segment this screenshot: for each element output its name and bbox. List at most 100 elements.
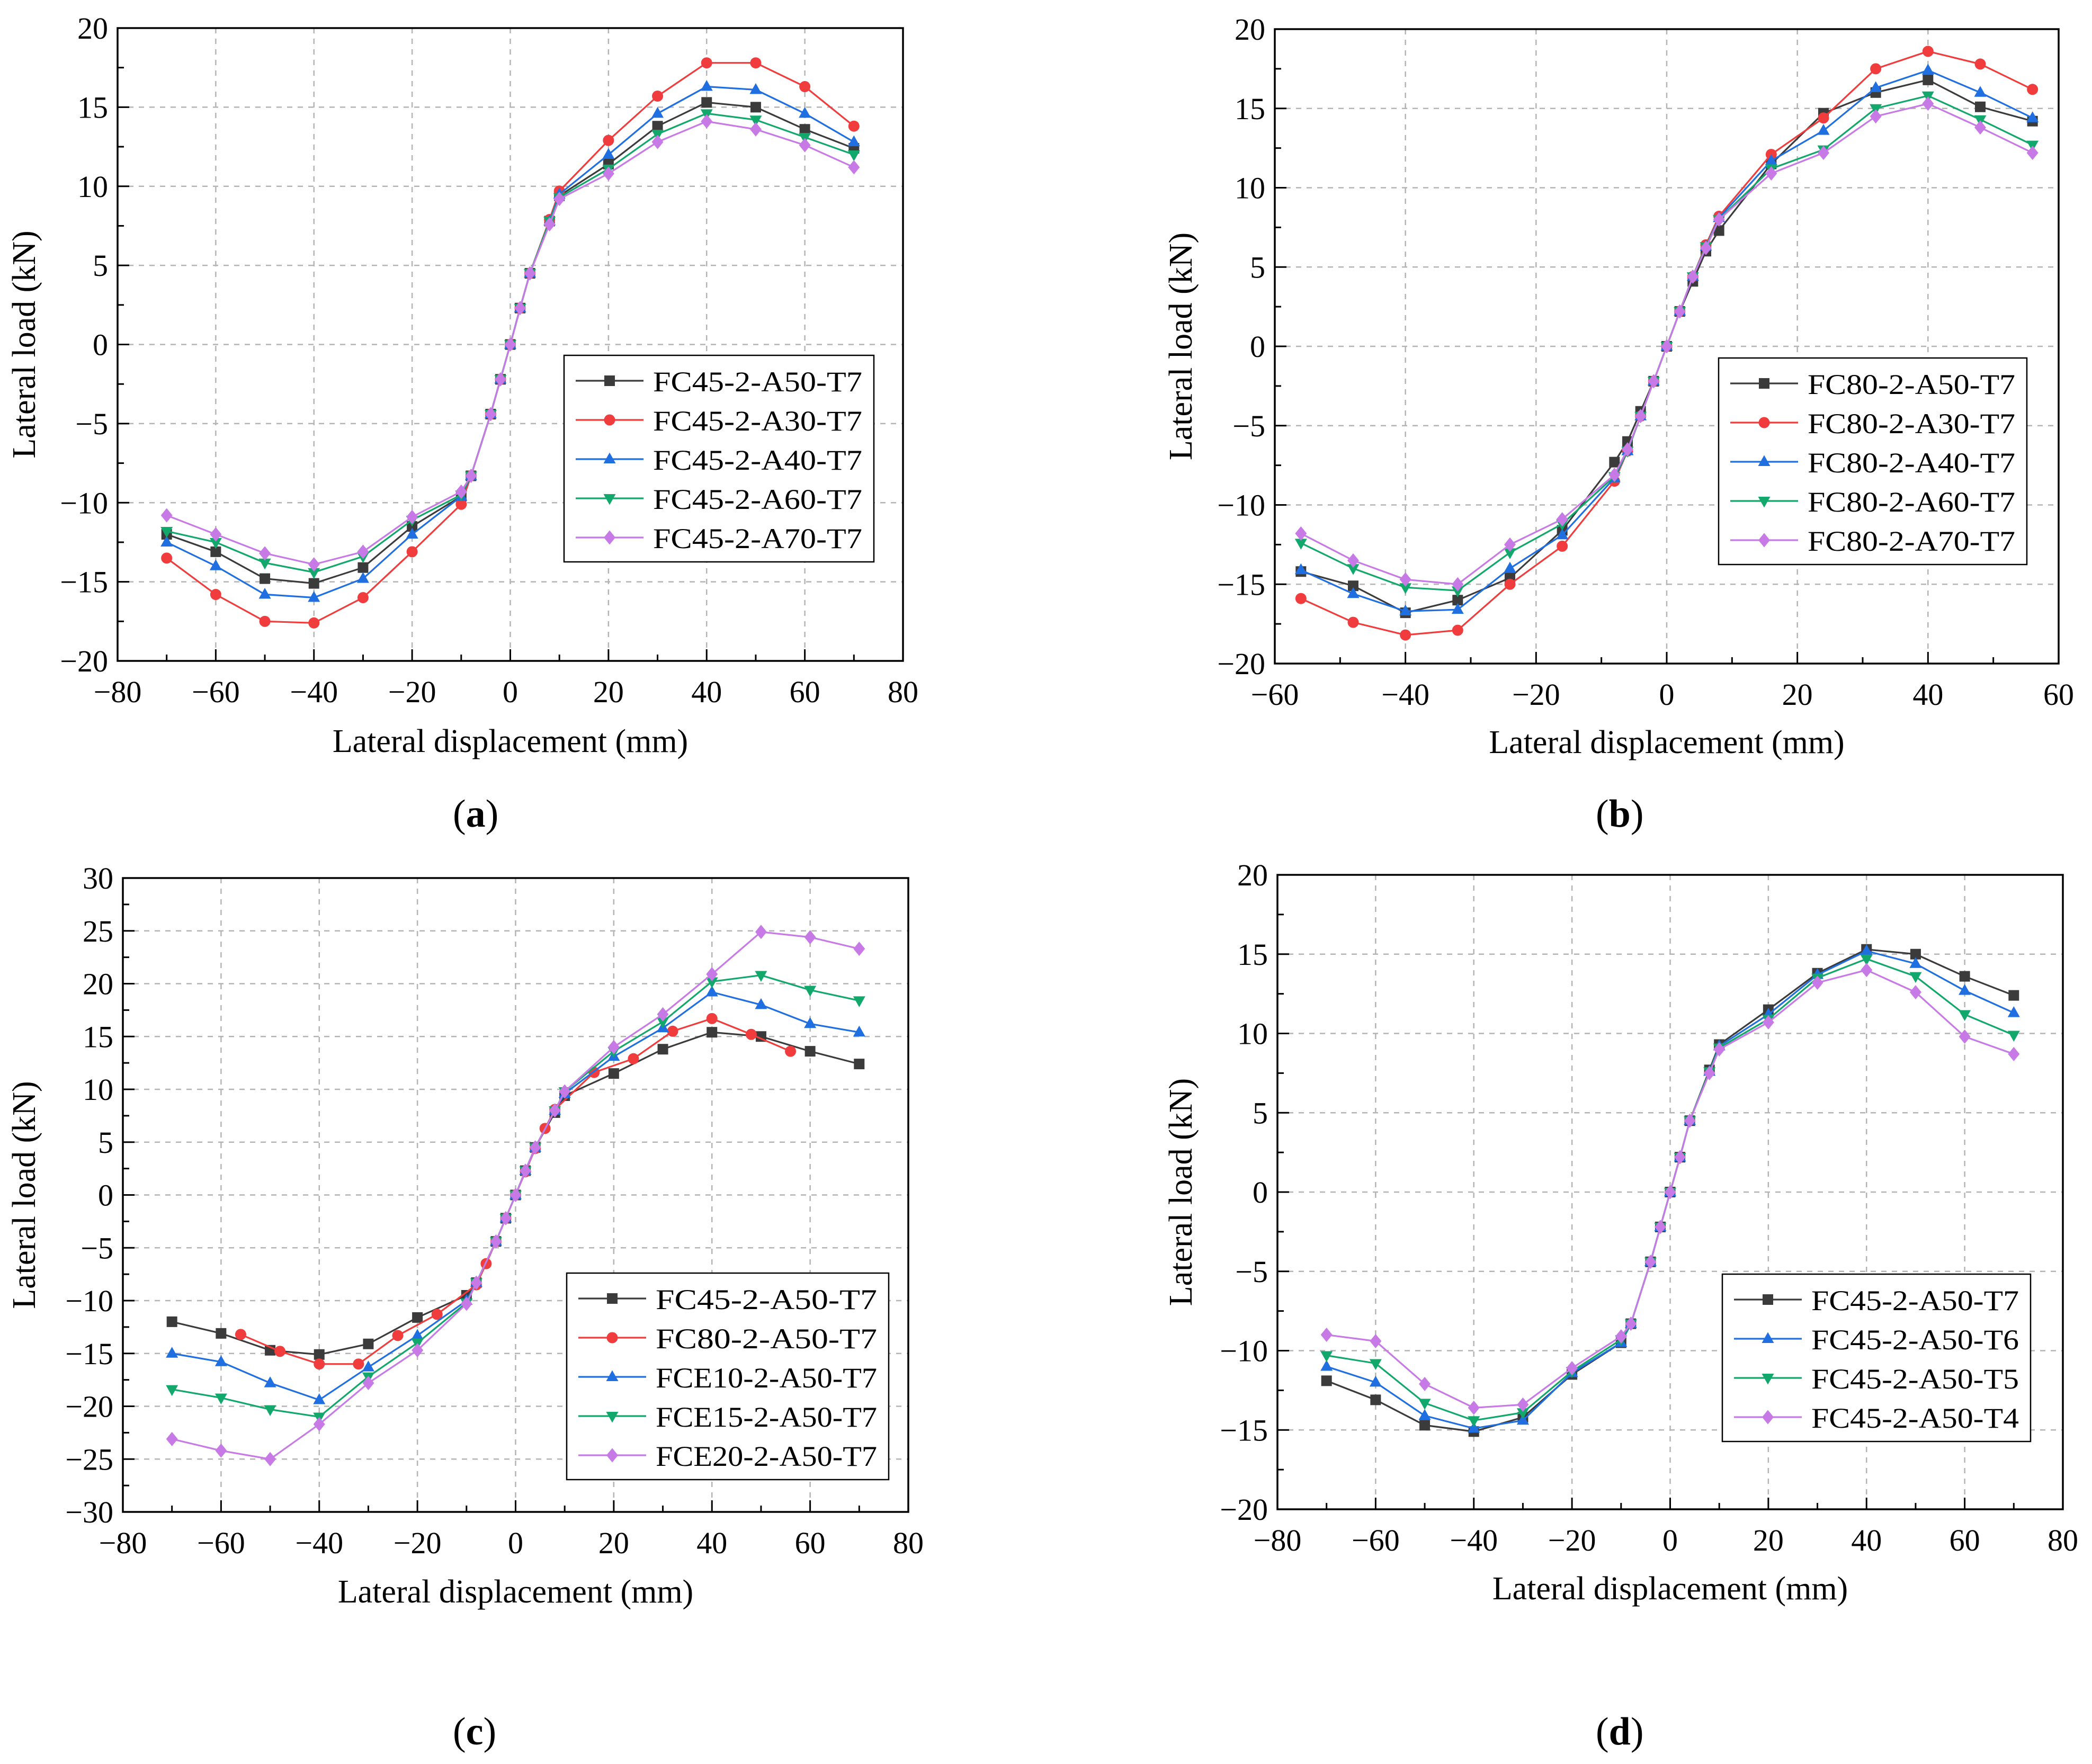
data-point: [455, 498, 467, 510]
y-tick-label: −5: [1232, 409, 1265, 443]
data-point: [1661, 339, 1673, 354]
data-point: [853, 1025, 865, 1037]
data-point: [216, 1328, 227, 1339]
data-point: [651, 135, 664, 149]
data-point: [1504, 548, 1516, 559]
x-tick-label: −80: [1254, 1523, 1302, 1557]
x-tick-label: −40: [1381, 677, 1429, 712]
data-point: [651, 106, 664, 118]
data-point: [1399, 583, 1412, 594]
data-point: [755, 998, 767, 1009]
legend-label: FC80-2-A50-T7: [656, 1323, 877, 1355]
legend-marker: [604, 530, 615, 545]
data-point: [1468, 1416, 1480, 1427]
data-point: [215, 1443, 227, 1458]
legend-marker: [606, 1448, 618, 1463]
data-point: [160, 508, 173, 523]
y-tick-label: 5: [93, 248, 108, 283]
chart-b: −60 −40 −20 0 20 40 60 −20 −15 −10 −5 0 5 10 15 20 Later…: [1163, 12, 2074, 760]
data-point: [1687, 269, 1699, 284]
plot-frame: [1274, 28, 2060, 665]
data-point: [1399, 572, 1411, 587]
data-point: [2026, 111, 2039, 122]
data-point: [750, 57, 762, 69]
y-tick-label: −20: [1217, 647, 1265, 681]
data-point: [1347, 564, 1360, 575]
x-tick-label: 40: [1851, 1523, 1882, 1557]
data-point: [1909, 972, 1922, 983]
y-tick-label: 15: [1235, 92, 1265, 126]
data-point: [412, 1312, 423, 1323]
data-point: [549, 1103, 561, 1118]
data-point: [259, 615, 271, 627]
data-point: [313, 1417, 325, 1431]
data-point: [749, 83, 762, 94]
data-point: [1959, 1029, 1971, 1044]
data-point: [166, 1385, 178, 1396]
y-axis-label: Lateral load (kN): [1163, 1078, 1199, 1306]
data-point: [1674, 1150, 1686, 1165]
data-point: [1399, 604, 1412, 616]
legend-marker: [1759, 378, 1769, 389]
data-point: [799, 81, 811, 93]
data-point: [1320, 1351, 1333, 1362]
data-point: [2027, 84, 2039, 95]
data-point: [1909, 957, 1922, 968]
data-point: [1654, 1220, 1666, 1234]
legend-label: FCE20-2-A50-T7: [656, 1440, 877, 1472]
x-tick-label: 80: [2048, 1523, 2078, 1557]
x-tick-label: 60: [2043, 677, 2074, 712]
data-point: [652, 90, 664, 102]
data-point: [705, 985, 718, 997]
y-tick-label: 5: [1250, 250, 1265, 284]
data-point: [854, 1059, 865, 1070]
legend: FC45-2-A50-T7 FC45-2-A30-T7 FC45-2-A40-T7 F…: [563, 354, 875, 563]
legend-label: FC80-2-A60-T7: [1808, 486, 2015, 518]
legend-label: FC45-2-A40-T7: [653, 444, 862, 476]
data-point: [785, 1045, 797, 1057]
legend-label: FC45-2-A70-T7: [653, 523, 862, 554]
data-point: [1765, 154, 1777, 165]
data-point: [628, 1053, 639, 1064]
data-point: [1818, 112, 1829, 124]
data-point: [2007, 1031, 2020, 1042]
data-point: [1609, 456, 1620, 468]
legend-marker: [603, 452, 616, 463]
data-point: [406, 509, 418, 524]
legend-marker: [606, 1370, 619, 1381]
data-point: [357, 544, 369, 559]
x-tick-label: 60: [1950, 1523, 1980, 1557]
data-point: [1974, 120, 1986, 135]
y-tick-label: 15: [1237, 937, 1268, 972]
data-point: [357, 592, 369, 603]
data-point: [1959, 984, 1971, 995]
data-point: [1348, 580, 1358, 592]
x-tick-label: −20: [1512, 677, 1560, 712]
data-point: [1811, 975, 1823, 990]
y-tick-label: −5: [81, 1231, 113, 1265]
data-point: [1516, 1413, 1529, 1425]
data-point: [1910, 948, 1921, 960]
legend-label: FC45-2-A50-T6: [1811, 1324, 2019, 1356]
legend: FC45-2-A50-T7 FC45-2-A50-T6 FC45-2-A50-T5 F…: [1721, 1273, 2032, 1443]
data-point: [848, 120, 860, 132]
data-point: [1861, 963, 1873, 978]
data-point: [1648, 374, 1660, 389]
y-axis-label: Lateral load (kN): [6, 230, 42, 458]
data-point: [160, 535, 173, 547]
data-point: [1452, 624, 1463, 636]
data-point: [1700, 240, 1712, 255]
legend-label: FC45-2-A50-T5: [1811, 1363, 2019, 1395]
data-point: [1419, 1420, 1431, 1431]
y-tick-label: 5: [98, 1125, 113, 1160]
y-tick-label: 20: [83, 967, 113, 1001]
x-tick-label: 60: [790, 675, 820, 709]
legend-label: FCE10-2-A50-T7: [656, 1362, 877, 1394]
x-tick-label: 60: [795, 1526, 826, 1560]
data-point: [804, 1017, 817, 1028]
y-tick-label: 20: [1237, 858, 1268, 892]
data-point: [1504, 578, 1516, 590]
data-point: [706, 1013, 718, 1024]
x-tick-label: −20: [394, 1526, 442, 1560]
data-point: [804, 1046, 816, 1057]
